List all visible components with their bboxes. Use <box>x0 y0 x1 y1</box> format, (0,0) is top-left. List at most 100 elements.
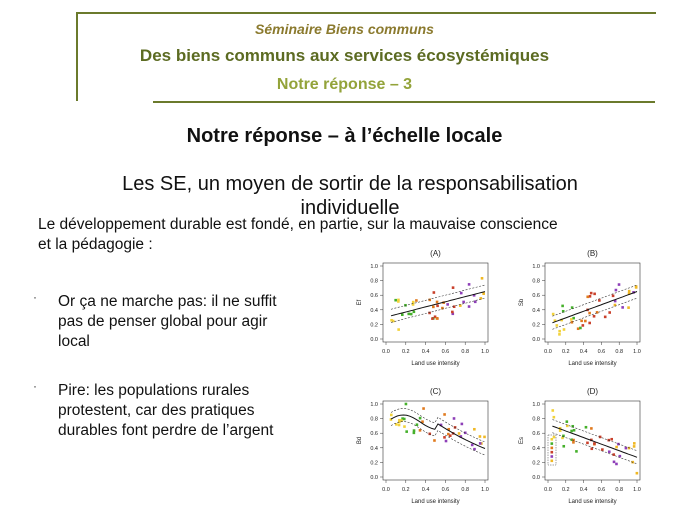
data-point <box>405 430 408 433</box>
data-point <box>483 435 486 439</box>
data-point <box>561 309 565 313</box>
panel-label: (A) <box>430 249 441 258</box>
data-point <box>593 292 596 296</box>
data-point <box>451 312 455 316</box>
data-point <box>459 435 463 438</box>
x-axis-label: Land use intensity <box>568 361 616 367</box>
data-point <box>394 298 397 302</box>
scatter-panel: (B) Sb Land use intensity 0.0 0.2 0.4 0.6 0.8 1.… <box>519 249 641 367</box>
y-axis-label: Ef <box>357 299 363 305</box>
y-tick-label: 0.2 <box>370 460 378 466</box>
trend-line <box>552 425 638 458</box>
x-tick-label: 0.4 <box>580 487 588 493</box>
x-tick-label: 0.2 <box>562 487 570 493</box>
data-point <box>467 305 471 308</box>
x-axis-label: Land use intensity <box>411 361 459 367</box>
data-point <box>479 297 483 300</box>
y-tick-label: 0.0 <box>532 475 540 481</box>
data-point <box>586 441 589 445</box>
data-point <box>615 462 618 466</box>
data-point <box>452 305 456 309</box>
y-tick-label: 0.8 <box>370 279 378 285</box>
data-point <box>634 285 638 288</box>
data-point <box>627 292 631 295</box>
data-point <box>443 413 446 416</box>
scatter-figure: (A) Ef Land use intensity 0.0 0.2 0.4 0.6 0.8 1.… <box>335 243 685 513</box>
y-tick-label: 0.8 <box>532 279 540 285</box>
data-point <box>613 299 617 303</box>
bullet-marker: · <box>33 379 37 393</box>
y-tick-label: 0.8 <box>370 417 378 423</box>
data-point <box>584 319 587 323</box>
data-point <box>608 311 611 314</box>
confidence-band-lower <box>552 432 638 465</box>
data-point <box>592 314 596 318</box>
data-point <box>444 439 448 443</box>
x-tick-label: 1.0 <box>481 487 489 493</box>
confidence-band-upper <box>552 284 638 317</box>
data-point <box>435 300 439 304</box>
legend-swatch <box>550 455 554 458</box>
x-tick-label: 0.0 <box>544 487 552 493</box>
data-point <box>570 429 573 433</box>
y-tick-label: 1.0 <box>370 264 378 270</box>
y-tick-label: 0.6 <box>532 431 540 437</box>
data-point <box>588 295 592 298</box>
data-point <box>407 312 411 316</box>
trend-line <box>390 291 486 317</box>
data-point <box>576 327 580 331</box>
data-point <box>432 305 435 309</box>
data-point <box>467 283 471 286</box>
data-point <box>412 310 416 314</box>
slide-title: Notre réponse – à l’échelle locale <box>186 125 503 147</box>
data-point <box>580 319 583 323</box>
data-point <box>478 442 482 445</box>
data-point <box>412 429 416 432</box>
data-point <box>411 300 415 304</box>
data-point <box>552 435 556 439</box>
scatter-panel: (D) Es Land use intensity 0.0 0.2 0.4 0.6 0.8 1.… <box>519 387 641 505</box>
data-point <box>415 423 419 427</box>
data-point <box>462 300 465 304</box>
header-bottom-rule <box>153 101 655 103</box>
y-tick-label: 0.4 <box>532 308 540 314</box>
data-point <box>452 417 456 420</box>
data-point <box>572 441 575 444</box>
data-point <box>603 315 607 319</box>
y-tick-label: 0.2 <box>532 322 540 328</box>
data-point <box>607 450 611 454</box>
data-point <box>598 299 601 302</box>
intro-text: Le développement durable est fondé, en p… <box>38 216 558 253</box>
data-point <box>558 333 561 336</box>
y-tick-label: 0.6 <box>532 293 540 299</box>
x-tick-label: 0.6 <box>442 349 450 355</box>
data-point <box>551 409 555 412</box>
data-point <box>401 417 404 420</box>
x-tick-label: 0.8 <box>461 349 469 355</box>
data-point <box>451 286 455 289</box>
data-point <box>473 447 476 451</box>
x-tick-label: 0.8 <box>615 349 623 355</box>
x-axis-label: Land use intensity <box>411 499 459 505</box>
data-point <box>478 435 482 438</box>
data-point <box>575 450 578 453</box>
data-point <box>428 432 432 436</box>
data-point <box>593 442 596 445</box>
bullet-item: Pire: les populations rurales protestent… <box>58 382 274 439</box>
confidence-band-lower <box>390 421 486 456</box>
data-point <box>391 319 395 323</box>
data-point <box>570 320 574 324</box>
data-point <box>561 304 564 308</box>
legend-swatch <box>550 438 554 441</box>
x-tick-label: 0.4 <box>422 487 430 493</box>
scatter-figure-svg: (A) Ef Land use intensity 0.0 0.2 0.4 0.6 0.8 1.… <box>357 249 641 505</box>
seminar-title: Séminaire Biens communs <box>255 21 434 37</box>
data-point <box>397 300 400 303</box>
confidence-band-upper <box>390 408 486 443</box>
data-point <box>389 413 393 417</box>
data-point <box>572 428 576 432</box>
data-point <box>441 306 444 310</box>
y-tick-label: 0.8 <box>532 417 540 423</box>
x-tick-label: 0.4 <box>580 349 588 355</box>
confidence-band-lower <box>390 297 486 323</box>
